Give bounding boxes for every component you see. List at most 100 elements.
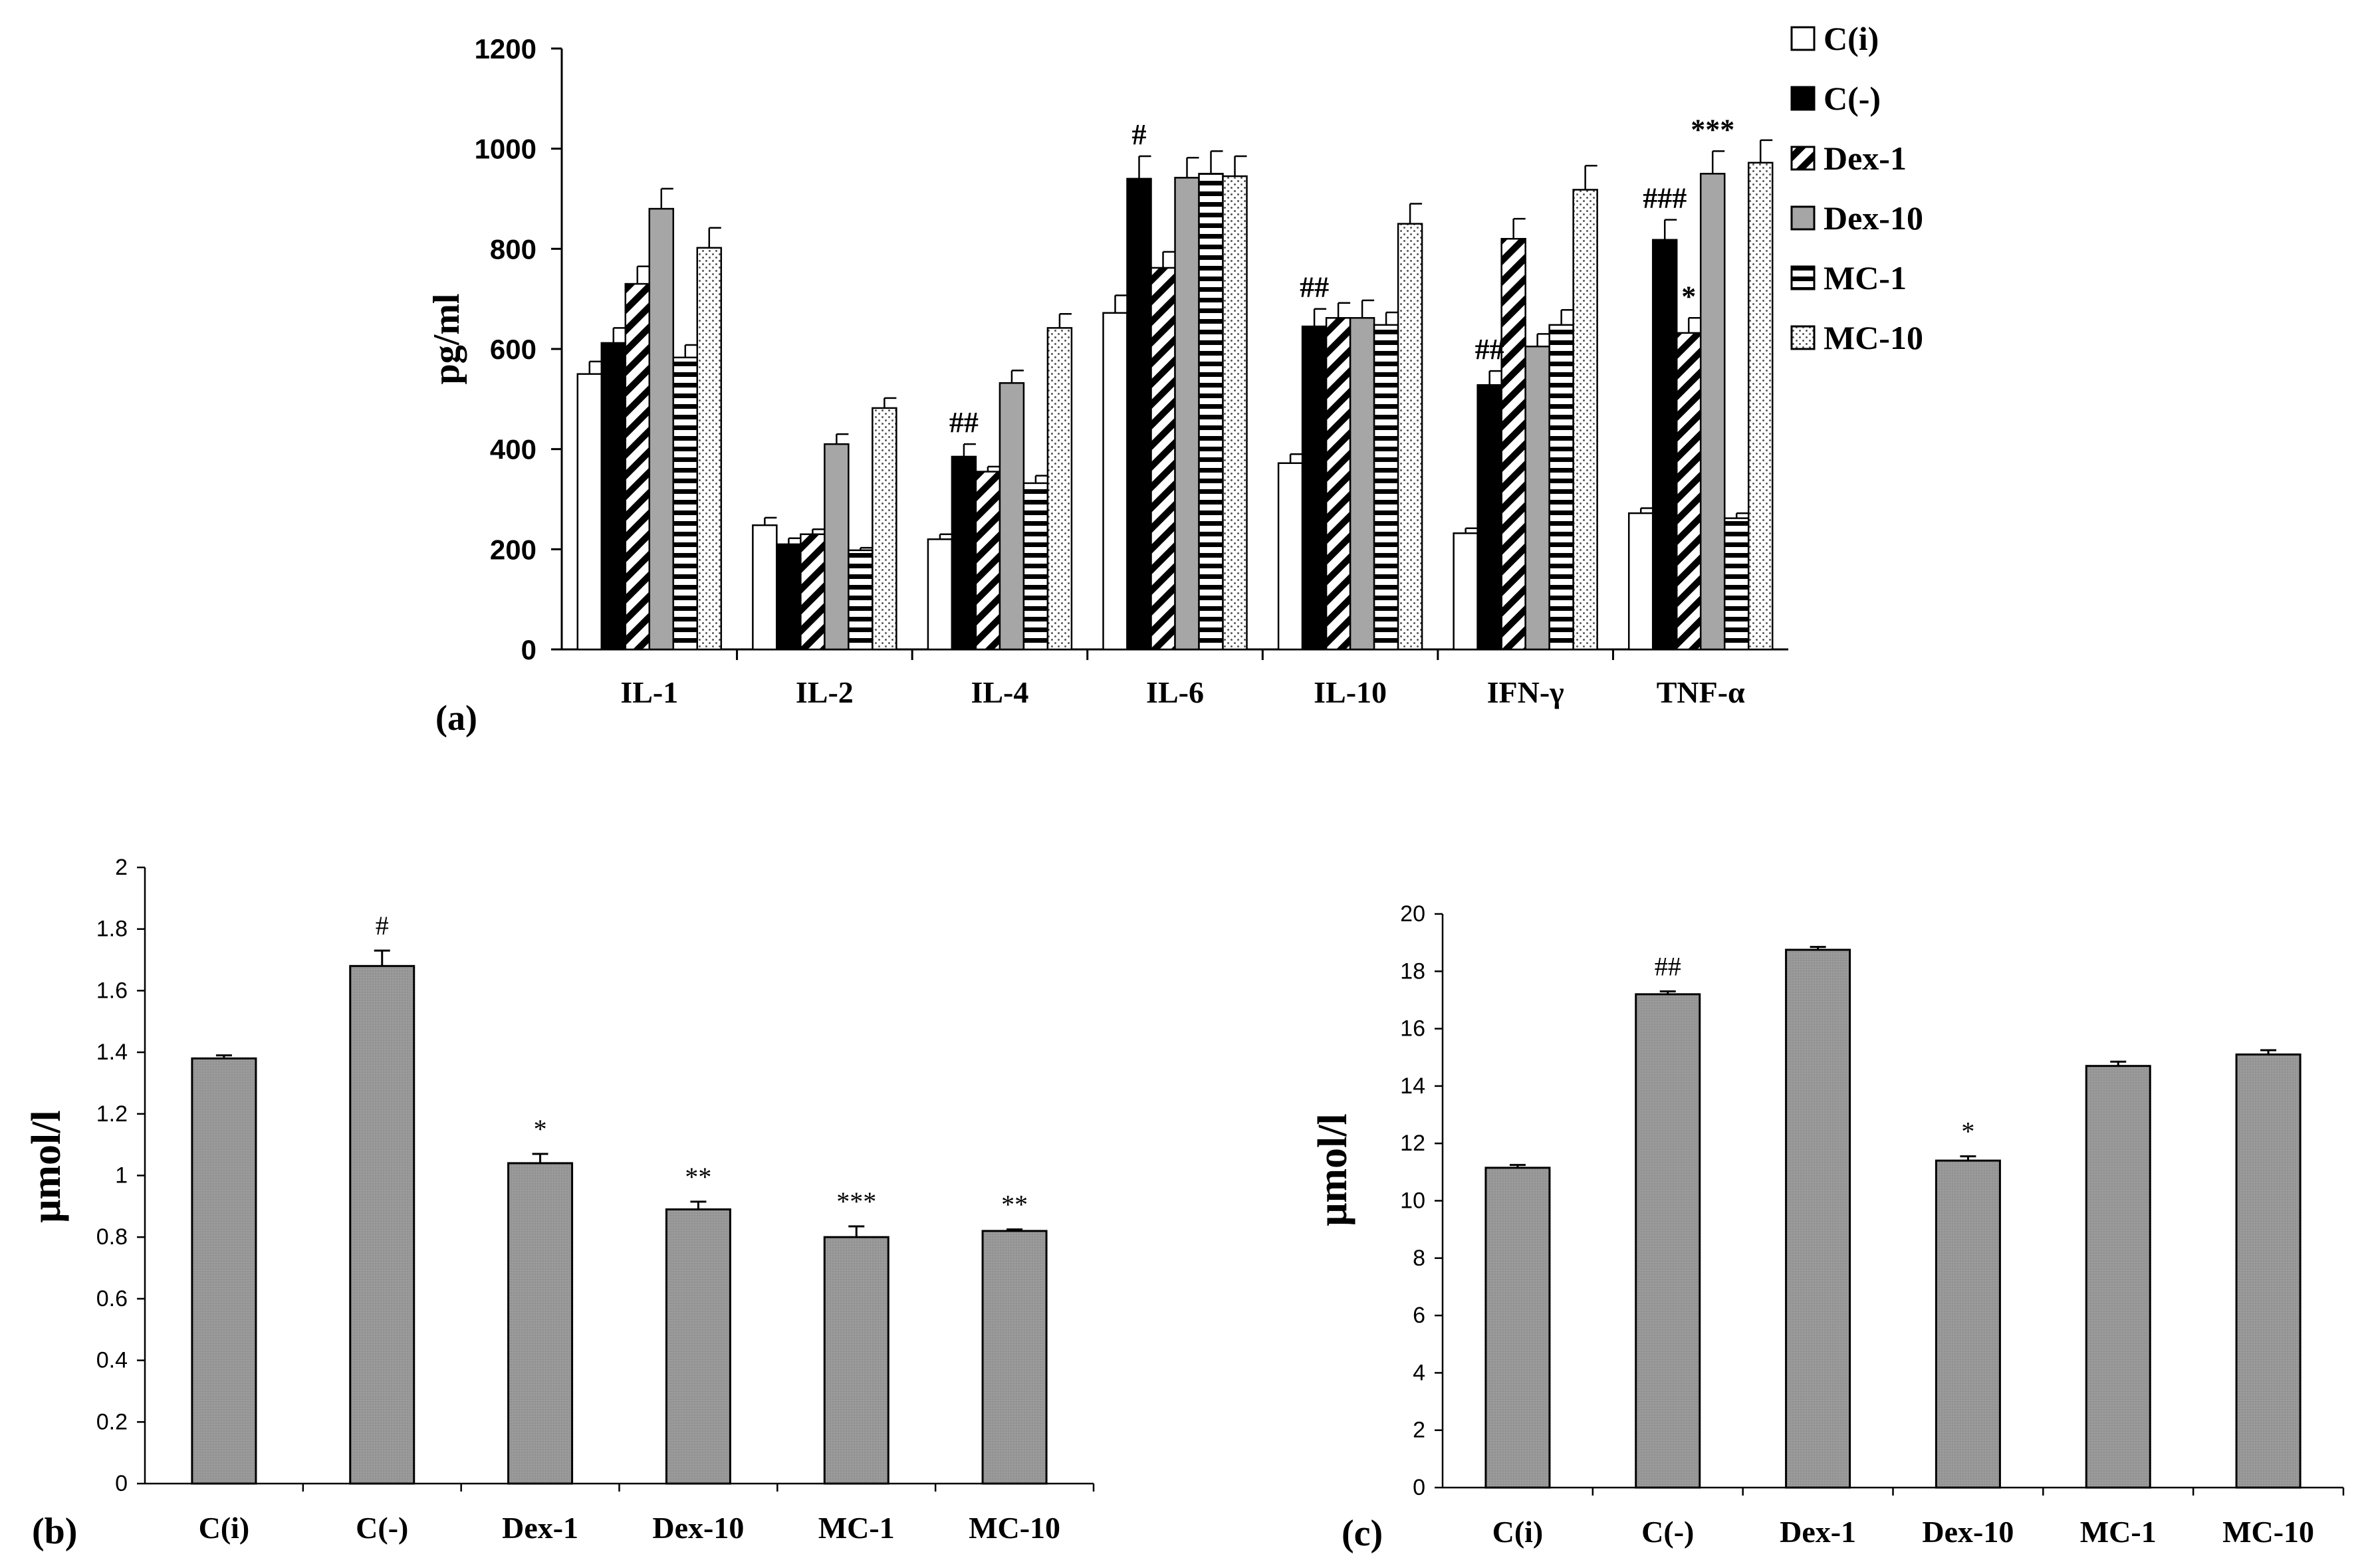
- bar-ifn-c: [1476, 384, 1502, 651]
- bar-dex-1: [507, 1162, 574, 1485]
- annotation-tnf: ###: [1643, 182, 1687, 215]
- bar-il-2-c-i: [752, 524, 778, 651]
- bar-il-6-c-i: [1102, 312, 1128, 651]
- annotation-il-4: ##: [949, 406, 979, 439]
- panel-c-axes: 0 2 4 6 8 10 12 14 16 18 20 C(i) C(-) Dex-1 Dex-10 MC-1…: [1400, 901, 2345, 1549]
- panel-b-y-tick-label: 0.6: [96, 1286, 128, 1311]
- panel-a-x-tick-label: IL-1: [620, 675, 678, 709]
- bar-il-6-c: [1126, 177, 1152, 651]
- bar-tnf-mc-1: [1723, 517, 1750, 651]
- panel-a-legend: C(i) C(-) Dex-1 Dex-10 MC-1 MC-10: [1790, 20, 1923, 356]
- bar-c: [349, 964, 415, 1485]
- legend-swatch-c-i: [1790, 26, 1816, 51]
- annotation-c: #: [376, 911, 389, 941]
- bar-il-4-c: [951, 455, 977, 651]
- panel-b-label: (b): [32, 1511, 77, 1552]
- panel-a-y-tick-label: 0: [521, 634, 536, 665]
- bar-il-6-mc-10: [1222, 175, 1248, 651]
- bar-tnf-c: [1651, 239, 1678, 651]
- legend-label-mc-10: MC-10: [1824, 319, 1923, 356]
- panel-a-y-tick-label: 1200: [475, 33, 536, 64]
- panel-b-y-tick-label: 0: [115, 1471, 128, 1496]
- bar-il-1-mc-1: [672, 356, 699, 651]
- annotation-ifn: ##: [1475, 333, 1504, 366]
- bar-il-4-mc-10: [1046, 327, 1073, 651]
- bar-dex-10: [665, 1208, 731, 1485]
- panel-c-label: (c): [1342, 1513, 1383, 1554]
- bar-ifn-dex-10: [1524, 345, 1550, 651]
- panel-c-x-tick-label: MC-1: [2080, 1515, 2157, 1549]
- panel-a-x-tick-label: IL-10: [1314, 675, 1387, 709]
- bar-il-10-mc-10: [1397, 223, 1423, 651]
- bar-tnf-dex-1: [1675, 332, 1702, 651]
- panel-a-x-tick-label: IL-6: [1146, 675, 1204, 709]
- bar-il-6-dex-1: [1150, 267, 1176, 651]
- bar-il-10-c-i: [1277, 462, 1304, 651]
- annotation-il-10: ##: [1300, 271, 1329, 304]
- bar-dex-10: [1935, 1159, 2001, 1489]
- panel-c-x-tick-label: C(i): [1492, 1515, 1544, 1549]
- bar-ifn-dex-1: [1500, 238, 1526, 651]
- annotation-tnf: *: [1681, 280, 1696, 312]
- annotation-dex-1: *: [534, 1114, 547, 1144]
- annotation-c: ##: [1655, 952, 1681, 982]
- bar-il-4-mc-1: [1022, 482, 1049, 651]
- annotation-mc-10: **: [1001, 1190, 1028, 1220]
- panel-b-y-tick-label: 1.8: [96, 917, 128, 942]
- panel-b-y-tick-label: 1.4: [96, 1040, 128, 1065]
- bar-il-4-c-i: [927, 538, 953, 651]
- legend-label-c: C(-): [1824, 80, 1881, 117]
- panel-c-y-axis-label: μmol/l: [1310, 1113, 1356, 1226]
- legend-swatch-c: [1790, 86, 1816, 111]
- panel-c-y-tick-label: 2: [1413, 1418, 1425, 1443]
- bar-mc-1: [2085, 1065, 2151, 1489]
- panel-a-x-tick-label: IL-4: [971, 675, 1028, 709]
- bar-tnf-c-i: [1627, 512, 1654, 651]
- bar-il-2-mc-10: [872, 407, 897, 651]
- panel-a-label: (a): [435, 698, 477, 738]
- panel-b-y-tick-label: 2: [115, 855, 128, 880]
- legend-swatch-mc-1: [1790, 265, 1816, 290]
- panel-a-y-tick-label: 200: [490, 534, 536, 565]
- bar-dex-1: [1785, 949, 1851, 1489]
- panel-a-y-tick-label: 1000: [475, 134, 536, 165]
- panel-b-axes: 0 0.2 0.4 0.6 0.8 1 1.2 1.4 1.6 1.8 2 C(i) C(-) Dex-1…: [96, 855, 1095, 1545]
- legend-label-dex-10: Dex-10: [1824, 199, 1923, 237]
- legend-swatch-mc-10: [1790, 325, 1816, 350]
- bar-il-6-mc-1: [1198, 173, 1224, 651]
- bar-il-4-dex-10: [999, 382, 1025, 651]
- panel-c-y-tick-label: 10: [1400, 1188, 1425, 1214]
- bar-ifn-c-i: [1453, 532, 1478, 651]
- bar-il-2-mc-1: [848, 549, 874, 651]
- legend-label-dex-1: Dex-1: [1824, 140, 1907, 177]
- legend-label-c-i: C(i): [1824, 20, 1879, 57]
- panel-b-y-tick-label: 1.6: [96, 978, 128, 1003]
- panel-b-x-tick-label: Dex-10: [652, 1511, 744, 1545]
- panel-b-x-tick-label: MC-1: [818, 1511, 895, 1545]
- annotation-il-6: #: [1132, 118, 1147, 151]
- bar-c-i: [191, 1057, 257, 1485]
- panel-b-y-axis-label: μmol/l: [24, 1110, 69, 1222]
- bar-ifn-mc-1: [1548, 324, 1574, 651]
- panel-a-y-axis-label: pg/ml: [426, 294, 467, 385]
- panel-b-y-tick-label: 0.2: [96, 1409, 128, 1434]
- bar-tnf-mc-10: [1747, 162, 1774, 651]
- panel-b-x-tick-label: MC-10: [969, 1511, 1060, 1545]
- panel-b-y-tick-label: 0.4: [96, 1348, 128, 1373]
- panel-a-y-tick-label: 800: [490, 233, 536, 265]
- panel-c-y-tick-label: 20: [1400, 901, 1425, 927]
- bar-il-6-dex-10: [1174, 177, 1200, 651]
- annotation-tnf: ***: [1691, 113, 1734, 146]
- panel-c-bars: ## *: [1484, 946, 2302, 1489]
- panel-c-y-tick-label: 18: [1400, 958, 1425, 984]
- bar-mc-1: [823, 1236, 889, 1485]
- bar-il-4-dex-1: [975, 471, 1001, 651]
- bar-il-2-dex-1: [800, 533, 826, 651]
- panel-a-axes: 0 200 400 600 800 1000 1200 IL-1 IL-2 IL-4 IL-6 IL-…: [475, 33, 1788, 709]
- panel-a-x-tick-label: IFN-γ: [1487, 675, 1564, 709]
- panel-c-y-tick-label: 4: [1413, 1360, 1425, 1385]
- bar-il-2-c: [776, 543, 802, 651]
- panel-b-chart: 0 0.2 0.4 0.6 0.8 1 1.2 1.4 1.6 1.8 2 C(i) C(-) Dex-1…: [24, 855, 1095, 1552]
- annotation-mc-1: ***: [836, 1186, 876, 1216]
- bar-mc-10: [2235, 1053, 2302, 1489]
